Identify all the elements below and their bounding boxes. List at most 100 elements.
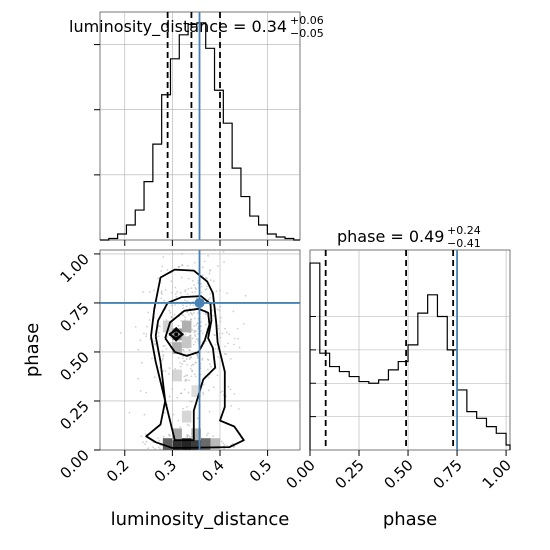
joint-sample-point [205, 288, 208, 290]
joint-sample-point [192, 280, 194, 282]
joint-sample-point [196, 417, 199, 420]
joint-sample-point [144, 443, 146, 446]
joint-sample-point [193, 311, 195, 314]
joint-sample-point [154, 343, 156, 346]
joint-sample-point [148, 291, 151, 294]
joint-sample-point [164, 288, 167, 291]
joint-sample-point [159, 325, 161, 328]
joint-sample-point [170, 336, 172, 339]
joint-sample-point [206, 358, 209, 361]
joint-sample-point [183, 375, 186, 378]
joint-sample-point [180, 276, 183, 279]
joint-sample-point [170, 280, 173, 283]
joint-sample-point [200, 330, 203, 332]
joint-sample-point [165, 319, 168, 322]
joint-sample-point [201, 332, 204, 335]
joint-y-tick-label: 1.00 [56, 250, 92, 286]
joint-sample-point [184, 333, 187, 335]
joint-sample-point [207, 298, 210, 301]
joint-sample-point [212, 280, 215, 283]
joint-sample-point [183, 388, 186, 391]
dist-hist-title-sup: +0.06 [290, 14, 324, 27]
joint-sample-point [208, 270, 211, 272]
joint-sample-point [184, 249, 187, 252]
joint-sample-point [227, 385, 230, 388]
joint-sample-point [174, 293, 177, 296]
x-axis-label-left: luminosity_distance [111, 509, 290, 530]
joint-sample-point [197, 282, 200, 284]
joint-sample-point [190, 364, 193, 367]
joint-sample-point [181, 264, 184, 267]
joint-density-cell [172, 438, 182, 450]
joint-sample-point [137, 377, 140, 380]
joint-sample-point [194, 341, 197, 343]
joint-sample-point [145, 335, 148, 338]
joint-y-tick-label: 0.50 [56, 348, 92, 384]
joint-sample-point [162, 370, 165, 372]
joint-sample-point [188, 424, 191, 427]
joint-density-cell [210, 438, 220, 450]
joint-sample-point [244, 294, 247, 297]
joint-sample-point [238, 346, 241, 349]
joint-sample-point [186, 374, 189, 376]
joint-sample-point [176, 396, 179, 399]
joint-sample-point [168, 309, 171, 312]
joint-sample-point [195, 296, 198, 299]
joint-density-cell [181, 336, 192, 349]
joint-contour-line [145, 268, 245, 449]
joint-sample-point [144, 433, 147, 436]
joint-sample-point [162, 255, 165, 258]
joint-sample-point [168, 433, 170, 436]
joint-sample-point [181, 362, 184, 365]
joint-sample-point [172, 413, 175, 416]
joint-sample-point [215, 290, 218, 293]
joint-sample-point [184, 290, 187, 293]
joint-sample-point [180, 392, 183, 394]
joint-sample-point [186, 363, 189, 366]
joint-sample-point [170, 315, 173, 318]
joint-sample-point [223, 353, 226, 355]
phase-hist-title: phase = 0.49 [337, 227, 444, 246]
joint-sample-point [191, 369, 194, 372]
joint-sample-point [189, 356, 192, 359]
joint-sample-point [193, 261, 196, 264]
joint-density-cell [181, 320, 192, 333]
joint-sample-point [204, 277, 207, 279]
joint-y-tick-label: 0.75 [56, 299, 92, 335]
joint-sample-point [229, 388, 232, 391]
dist-hist-steps [100, 22, 300, 241]
joint-sample-point [166, 269, 169, 271]
joint-sample-point [186, 264, 189, 267]
joint-density-cell [181, 438, 192, 450]
joint-sample-point [177, 357, 180, 359]
joint-sample-point [192, 343, 195, 346]
joint-sample-point [236, 327, 239, 330]
joint-sample-point [200, 285, 203, 288]
joint-density-cell [172, 342, 182, 354]
joint-sample-point [237, 408, 240, 410]
joint-sample-point [225, 395, 228, 398]
joint-sample-point [196, 312, 199, 314]
phase-x-tick-label: 0.00 [282, 456, 318, 492]
joint-sample-point [134, 325, 137, 328]
joint-contours [145, 268, 245, 449]
joint-sample-point [207, 368, 209, 371]
joint-sample-point [146, 325, 148, 328]
joint-sample-point [177, 419, 180, 422]
joint-density-cell [172, 428, 182, 441]
joint-sample-point [182, 314, 185, 317]
joint-sample-point [223, 261, 225, 264]
joint-sample-point [209, 279, 212, 281]
joint-sample-point [214, 348, 217, 350]
joint-sample-point [193, 373, 196, 376]
joint-sample-point [164, 369, 167, 372]
joint-sample-point [212, 386, 215, 389]
joint-sample-point [197, 328, 200, 330]
joint-sample-point [216, 249, 218, 251]
phase-x-tick-label: 1.00 [479, 456, 515, 492]
joint-density-cell [200, 438, 211, 450]
joint-sample-point [209, 297, 212, 299]
joint-sample-point [200, 291, 203, 294]
joint-sample-point [196, 354, 199, 357]
joint-sample-point [206, 285, 208, 288]
